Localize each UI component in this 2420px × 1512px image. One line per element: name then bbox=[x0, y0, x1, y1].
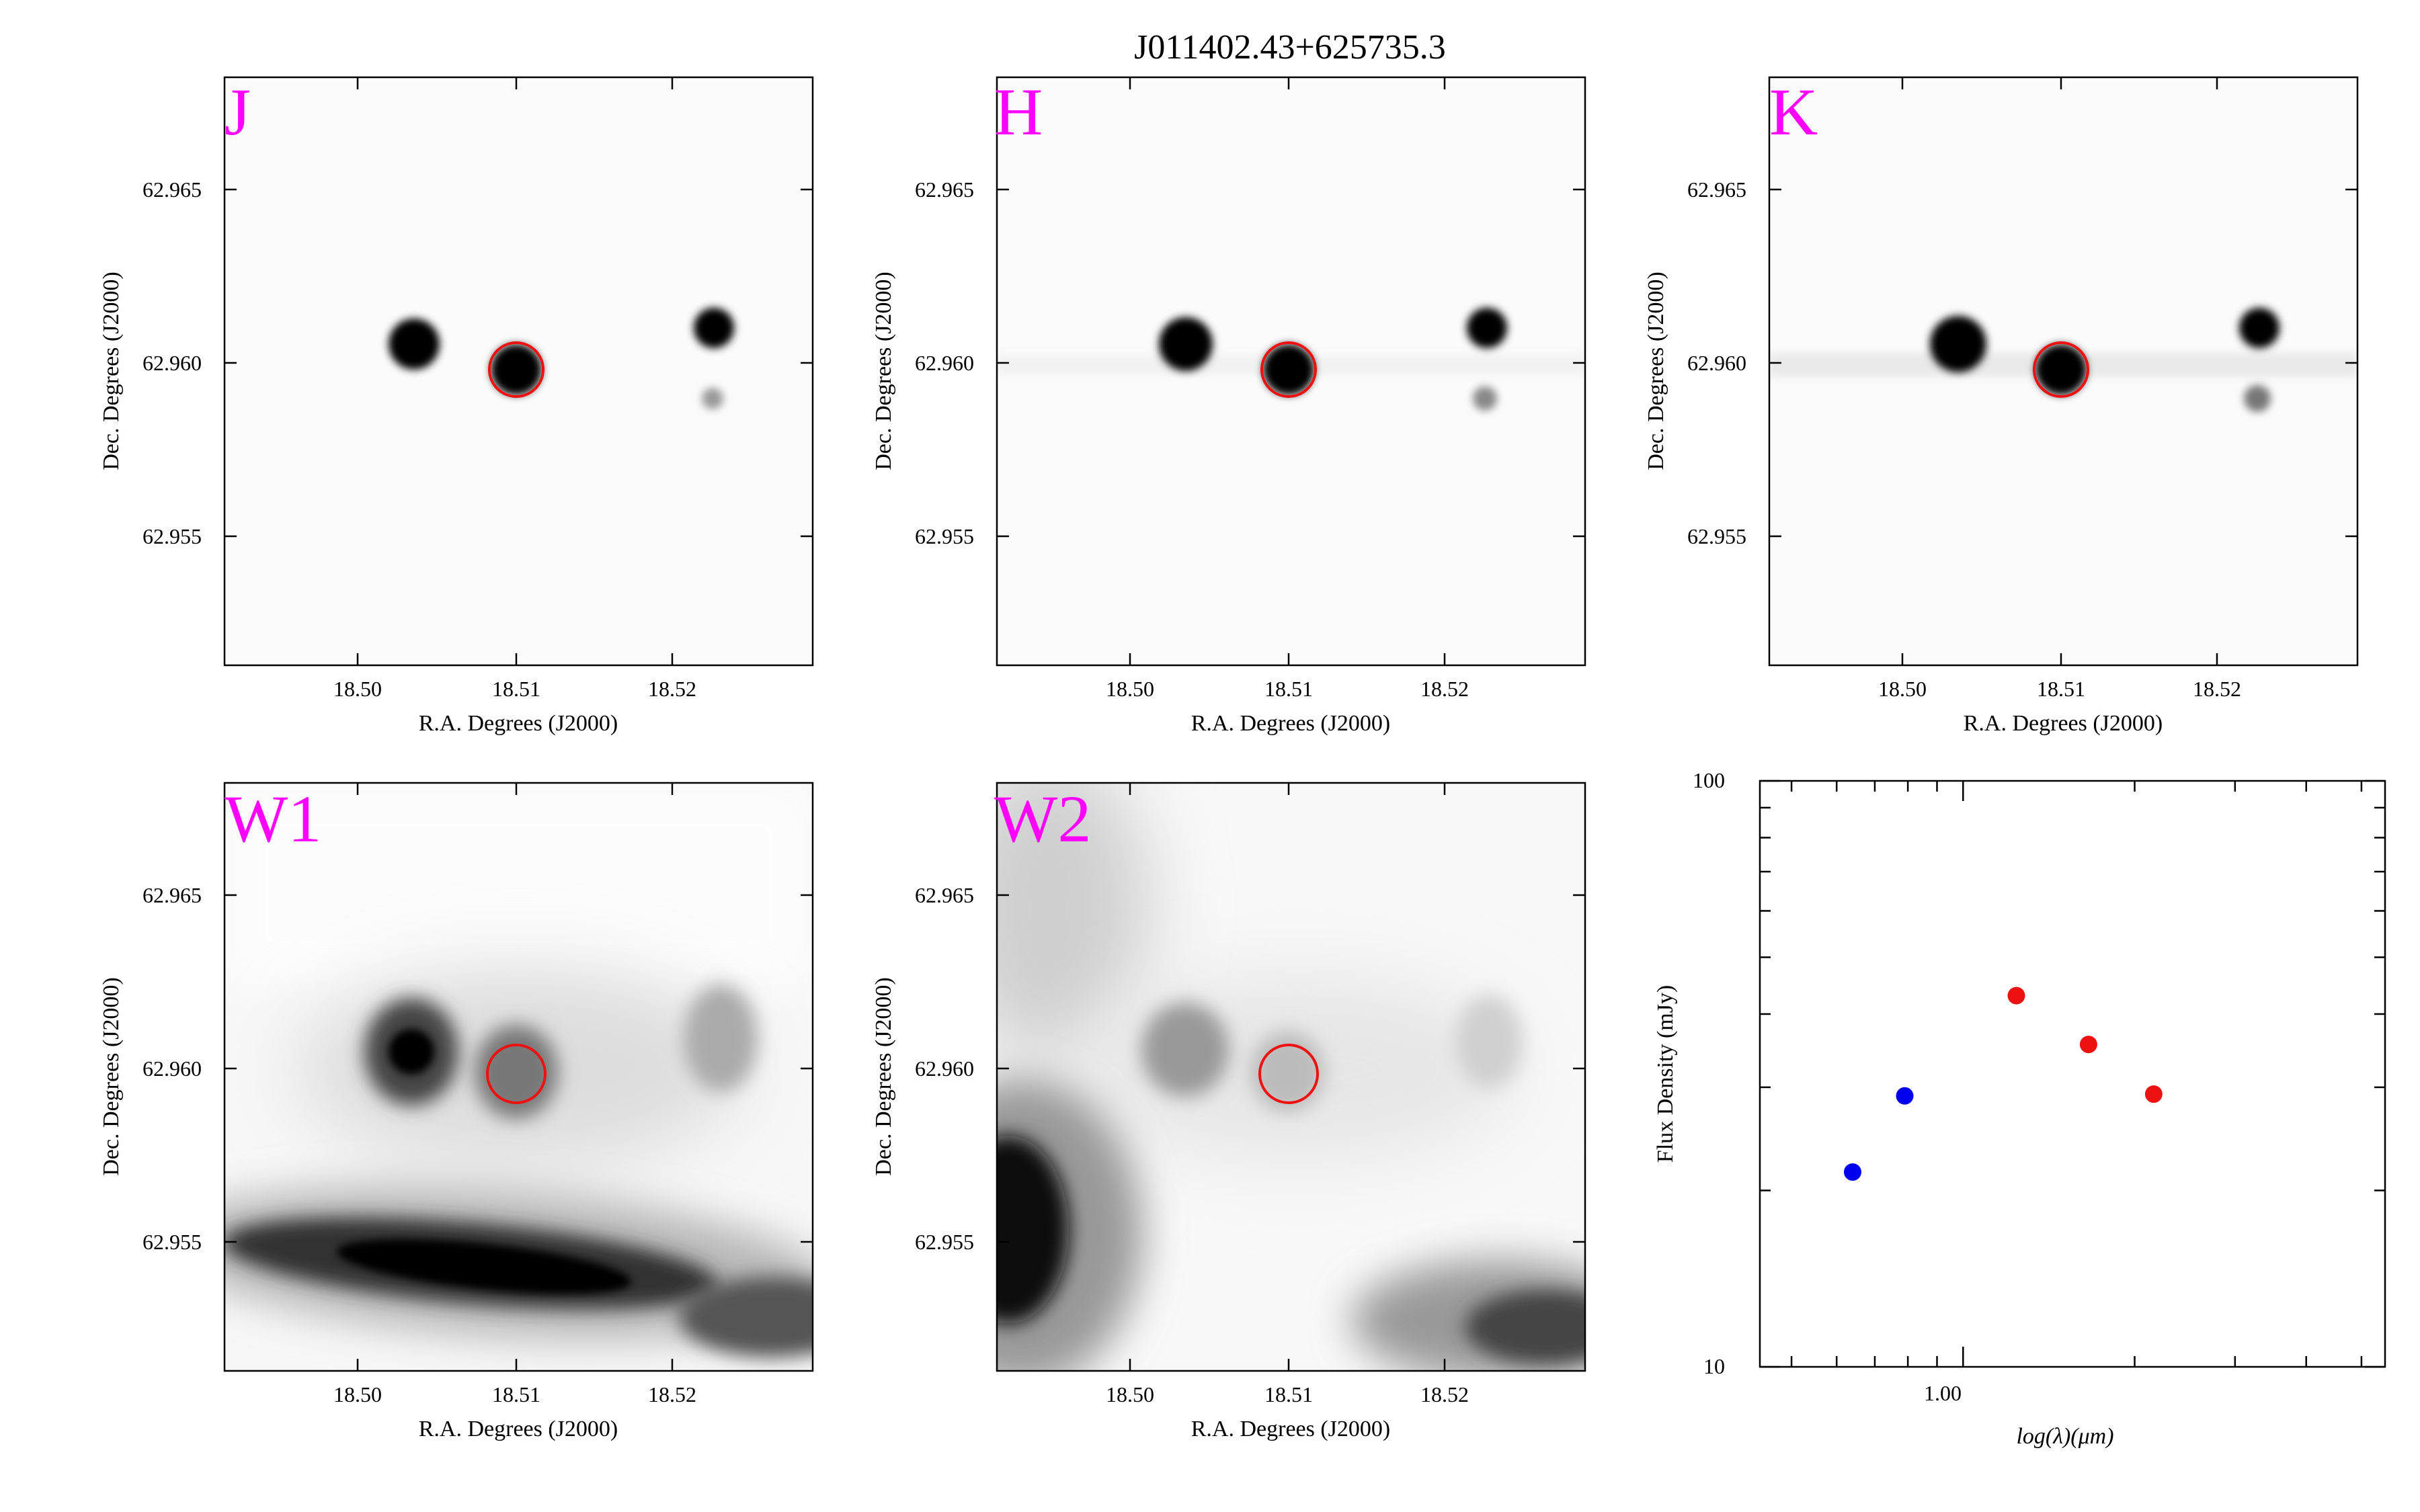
panel-k-aperture bbox=[2033, 341, 2089, 398]
panel-j-ytick-label: 62.955 bbox=[143, 524, 202, 548]
panel-w2-image bbox=[997, 783, 1585, 1371]
sed-axis-ticks bbox=[1760, 780, 2385, 1368]
panel-w2-aperture bbox=[1258, 1044, 1319, 1104]
panel-w2-ticks bbox=[997, 783, 1585, 1371]
sed-ylabel: Flux Density (mJy) bbox=[1653, 985, 1678, 1163]
panel-k-image bbox=[1769, 308, 2357, 412]
sed-data-point bbox=[2007, 986, 2025, 1005]
sed-data-points bbox=[1843, 986, 2163, 1181]
panel-h-xlabel: R.A. Degrees (J2000) bbox=[1191, 711, 1391, 736]
panel-j-band-label: J bbox=[225, 75, 251, 149]
panel-j-image bbox=[389, 308, 734, 409]
panel-k-ticks bbox=[1769, 77, 2357, 665]
sed-data-point bbox=[2144, 1085, 2163, 1103]
panel-w1-ytick-label: 62.965 bbox=[143, 883, 202, 907]
panel-k-ytick-label: 62.955 bbox=[1687, 524, 1746, 548]
panel-w1-ytick-label: 62.960 bbox=[143, 1056, 202, 1081]
panel-w1-ytick-label: 62.955 bbox=[143, 1230, 202, 1254]
panel-h-ytick-label: 62.965 bbox=[915, 177, 974, 202]
panel-w2-ylabel: Dec. Degrees (J2000) bbox=[871, 977, 896, 1176]
sed-ytick-label: 10 bbox=[1703, 1354, 1725, 1378]
panel-w2-band-label: W2 bbox=[994, 782, 1091, 856]
panel-w2-xtick-label: 18.50 bbox=[1106, 1382, 1154, 1406]
panel-w1-xtick-label: 18.52 bbox=[648, 1382, 696, 1406]
panel-k: K 62.965 62.960 62.955 18.50 18.51 18.52… bbox=[1644, 75, 2359, 736]
panel-w2-xtick-label: 18.52 bbox=[1420, 1382, 1469, 1406]
panel-w2-ytick-label: 62.965 bbox=[915, 883, 974, 907]
panel-j-ylabel: Dec. Degrees (J2000) bbox=[99, 271, 124, 470]
panel-k-xtick-label: 18.51 bbox=[2037, 677, 2085, 701]
panel-w1-xlabel: R.A. Degrees (J2000) bbox=[419, 1417, 618, 1441]
panel-w1-xtick-label: 18.50 bbox=[333, 1382, 382, 1406]
panel-j: J 62.965 62.960 62.955 18.50 18.51 18.52… bbox=[99, 75, 814, 736]
panel-k-ylabel: Dec. Degrees (J2000) bbox=[1644, 271, 1668, 470]
panel-w1: W1 62.965 62.960 62.955 18.50 18.51 18.5… bbox=[99, 782, 814, 1441]
panel-w1-xtick-label: 18.51 bbox=[492, 1382, 540, 1406]
panel-j-ticks bbox=[225, 77, 813, 665]
panel-w2-xlabel: R.A. Degrees (J2000) bbox=[1191, 1417, 1391, 1441]
panel-w2-ytick-label: 62.960 bbox=[915, 1056, 974, 1081]
sed-xlabel: log(λ)(μm) bbox=[2016, 1424, 2113, 1449]
panel-w2: W2 62.965 62.960 62.955 18.50 18.51 18.5… bbox=[871, 782, 1586, 1441]
panel-j-xtick-label: 18.52 bbox=[648, 677, 696, 701]
panel-h-xtick-label: 18.51 bbox=[1264, 677, 1313, 701]
panel-j-ytick-label: 62.965 bbox=[143, 177, 202, 202]
panel-j-xlabel: R.A. Degrees (J2000) bbox=[419, 711, 618, 736]
panel-h-xtick-label: 18.50 bbox=[1106, 677, 1154, 701]
panel-h-aperture bbox=[1260, 341, 1317, 398]
panel-h-image bbox=[997, 308, 1585, 411]
sed-plot: 100 10 1.00 log(λ)(μm) Flux Density (mJy… bbox=[1653, 768, 2386, 1449]
panel-k-ytick-label: 62.965 bbox=[1687, 177, 1746, 202]
sed-plot-frame bbox=[1759, 780, 2386, 1368]
panel-k-ytick-label: 62.960 bbox=[1687, 351, 1746, 375]
panel-k-band-label: K bbox=[1769, 75, 1818, 149]
sed-data-point bbox=[1843, 1163, 1861, 1181]
panel-k-xtick-label: 18.50 bbox=[1878, 677, 1927, 701]
panel-w1-band-label: W1 bbox=[225, 782, 321, 856]
panel-w1-image bbox=[225, 783, 813, 1357]
figure-title: J011402.43+625735.3 bbox=[1134, 28, 1446, 67]
panel-j-xtick-label: 18.51 bbox=[492, 677, 540, 701]
panel-w1-ticks bbox=[225, 783, 813, 1371]
panel-j-aperture bbox=[488, 341, 544, 398]
panel-h-ylabel: Dec. Degrees (J2000) bbox=[871, 271, 896, 470]
panel-h-band-label: H bbox=[994, 75, 1043, 149]
panel-j-xtick-label: 18.50 bbox=[333, 677, 382, 701]
sed-data-point bbox=[1896, 1087, 1914, 1105]
panel-w1-ylabel: Dec. Degrees (J2000) bbox=[99, 977, 124, 1176]
panel-w1-aperture bbox=[486, 1044, 547, 1104]
sed-data-point bbox=[2079, 1036, 2097, 1054]
panel-h-ticks bbox=[997, 77, 1585, 665]
panel-k-xlabel: R.A. Degrees (J2000) bbox=[1964, 711, 2163, 736]
sed-xtick-label: 1.00 bbox=[1924, 1381, 1962, 1405]
panel-h-xtick-label: 18.52 bbox=[1420, 677, 1469, 701]
panel-w2-xtick-label: 18.51 bbox=[1264, 1382, 1313, 1406]
sed-ytick-label: 100 bbox=[1693, 768, 1725, 792]
panel-k-xtick-label: 18.52 bbox=[2193, 677, 2241, 701]
panel-j-ytick-label: 62.960 bbox=[143, 351, 202, 375]
panel-h-ytick-label: 62.960 bbox=[915, 351, 974, 375]
panel-h-ytick-label: 62.955 bbox=[915, 524, 974, 548]
panel-w2-ytick-label: 62.955 bbox=[915, 1230, 974, 1254]
panel-h: H 62.965 62.960 62.955 18.50 18.51 18.52… bbox=[871, 75, 1586, 736]
